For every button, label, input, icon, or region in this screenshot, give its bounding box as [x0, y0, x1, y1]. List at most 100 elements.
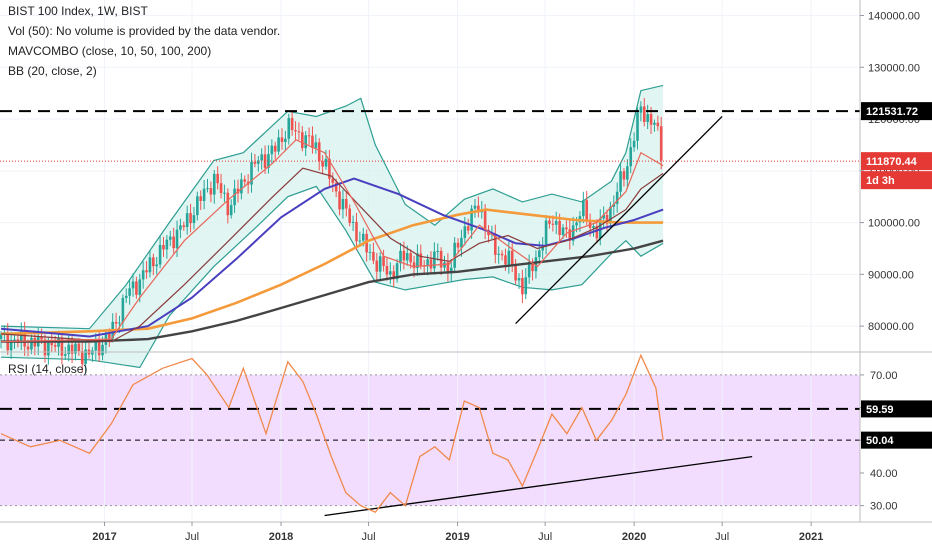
candle[interactable]: [243, 175, 247, 188]
candle[interactable]: [473, 199, 477, 218]
candle[interactable]: [466, 218, 470, 235]
candle[interactable]: [131, 273, 135, 297]
candle[interactable]: [642, 97, 646, 127]
candle[interactable]: [311, 126, 314, 154]
candle[interactable]: [612, 195, 616, 216]
candle[interactable]: [632, 132, 636, 152]
candle[interactable]: [175, 220, 179, 258]
candle[interactable]: [582, 191, 585, 224]
candle[interactable]: [585, 190, 589, 226]
candle[interactable]: [500, 250, 504, 261]
candle[interactable]: [517, 273, 521, 289]
candle[interactable]: [436, 243, 440, 261]
candle[interactable]: [185, 205, 189, 235]
candle[interactable]: [449, 258, 453, 283]
candle[interactable]: [202, 180, 206, 210]
candle[interactable]: [196, 191, 199, 221]
candle[interactable]: [378, 252, 382, 281]
candle[interactable]: [656, 115, 660, 131]
candle[interactable]: [277, 129, 280, 155]
candle[interactable]: [9, 331, 13, 360]
candle[interactable]: [30, 334, 33, 355]
candle[interactable]: [338, 183, 341, 216]
candle[interactable]: [659, 116, 663, 170]
candle[interactable]: [324, 149, 328, 170]
legend-bollinger[interactable]: BB (20, close, 2): [8, 64, 97, 78]
candle[interactable]: [453, 237, 456, 273]
candle[interactable]: [592, 222, 595, 237]
candle[interactable]: [297, 122, 301, 141]
candle[interactable]: [270, 139, 274, 164]
candle[interactable]: [294, 121, 297, 141]
candle[interactable]: [341, 189, 345, 219]
rsi-support-trendline[interactable]: [324, 455, 753, 517]
candle[interactable]: [619, 164, 622, 197]
candle[interactable]: [382, 249, 385, 272]
candle[interactable]: [253, 153, 257, 168]
candle[interactable]: [179, 218, 182, 239]
candle[interactable]: [510, 242, 514, 272]
time-axis[interactable]: 2017 Jul 2018 Jul 2019 Jul 2020 Jul 2021: [92, 522, 823, 543]
candle[interactable]: [416, 244, 419, 276]
candle[interactable]: [602, 206, 605, 228]
candle[interactable]: [392, 265, 396, 287]
candle[interactable]: [97, 331, 101, 362]
candle[interactable]: [152, 253, 155, 276]
candle[interactable]: [470, 204, 473, 239]
candle[interactable]: [158, 235, 162, 269]
candle[interactable]: [389, 262, 392, 284]
candle[interactable]: [124, 288, 128, 303]
candle[interactable]: [233, 179, 236, 213]
candle[interactable]: [91, 347, 94, 362]
candle[interactable]: [419, 244, 423, 270]
candle[interactable]: [348, 204, 352, 227]
candle[interactable]: [565, 220, 568, 238]
candle[interactable]: [521, 269, 524, 304]
candle[interactable]: [60, 334, 64, 365]
candle[interactable]: [148, 250, 152, 278]
candle[interactable]: [155, 256, 159, 275]
candle[interactable]: [385, 256, 389, 281]
candle[interactable]: [622, 168, 626, 187]
candle[interactable]: [331, 172, 335, 193]
candle[interactable]: [168, 230, 172, 247]
candle[interactable]: [226, 188, 230, 224]
candle[interactable]: [19, 322, 23, 351]
candle[interactable]: [568, 220, 572, 250]
candle[interactable]: [375, 252, 379, 280]
candle[interactable]: [206, 179, 209, 193]
candle[interactable]: [0, 331, 3, 349]
candle[interactable]: [646, 104, 649, 130]
candle[interactable]: [514, 258, 517, 285]
candle[interactable]: [626, 159, 629, 189]
candle[interactable]: [223, 184, 226, 203]
candle[interactable]: [456, 238, 460, 254]
candle[interactable]: [23, 321, 26, 356]
candle[interactable]: [429, 251, 433, 274]
candle[interactable]: [541, 236, 544, 259]
candle[interactable]: [182, 221, 186, 231]
candle[interactable]: [165, 235, 169, 259]
candle[interactable]: [192, 207, 196, 230]
legend-mavcombo[interactable]: MAVCOMBO (close, 10, 50, 100, 200): [8, 44, 212, 58]
candle[interactable]: [94, 333, 98, 360]
candle[interactable]: [399, 242, 402, 272]
candle[interactable]: [609, 201, 612, 229]
candle[interactable]: [554, 211, 558, 235]
candle[interactable]: [284, 130, 287, 152]
candle[interactable]: [267, 145, 270, 174]
candle[interactable]: [443, 255, 446, 272]
candle[interactable]: [145, 261, 148, 279]
legend-volume[interactable]: Vol (50): No volume is provided by the d…: [8, 24, 281, 38]
candle[interactable]: [317, 138, 321, 171]
candle[interactable]: [114, 312, 118, 331]
candle[interactable]: [172, 227, 175, 254]
candle[interactable]: [260, 148, 263, 170]
candle[interactable]: [639, 101, 643, 122]
candle[interactable]: [460, 229, 463, 257]
candle[interactable]: [477, 196, 480, 218]
candle[interactable]: [43, 334, 47, 363]
candle[interactable]: [368, 243, 372, 261]
candle[interactable]: [636, 107, 639, 150]
